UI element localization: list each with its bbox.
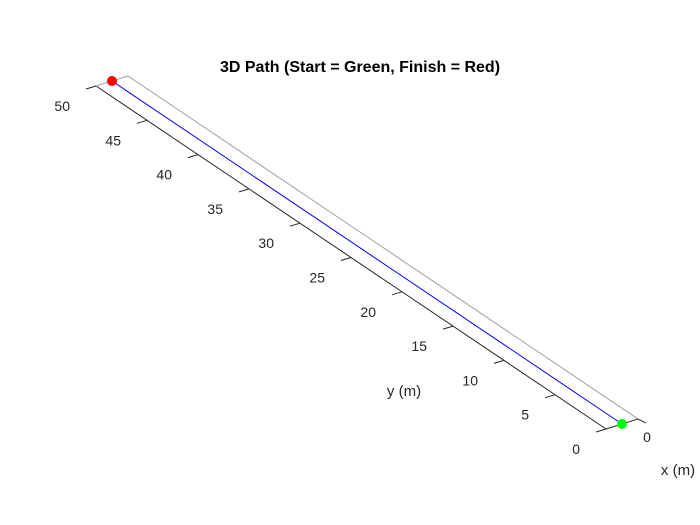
y-tick-mark <box>238 188 250 193</box>
y-tick-label: 40 <box>156 167 172 183</box>
path-series-line <box>111 80 623 425</box>
y-tick-label: 20 <box>360 304 376 320</box>
y-tick-label: 10 <box>462 372 478 388</box>
y-tick-mark <box>289 222 301 227</box>
y-tick-mark <box>136 119 148 124</box>
y-tick-mark <box>493 359 505 364</box>
axis-ticks: 0 5 10 15 20 25 30 35 40 45 50 0 <box>54 85 651 457</box>
x-tick-label: 0 <box>643 429 651 445</box>
y-tick-mark <box>595 428 607 433</box>
finish-marker <box>107 76 117 86</box>
y-tick-label: 45 <box>105 132 121 148</box>
y-tick-label: 25 <box>309 270 325 286</box>
y-tick-mark <box>187 154 199 159</box>
box-edge-back <box>127 75 639 420</box>
y-tick-label: 0 <box>572 441 580 457</box>
y-tick-mark <box>85 85 97 90</box>
x-axis-label: x (m) <box>661 462 695 479</box>
x-tick-mark <box>637 418 647 424</box>
y-tick-label: 5 <box>521 407 529 423</box>
y-tick-mark <box>544 394 556 399</box>
y-tick-mark <box>340 257 352 261</box>
y-axis-label: y (m) <box>387 383 421 400</box>
y-tick-mark <box>391 291 403 296</box>
y-tick-label: 50 <box>54 98 70 114</box>
start-marker <box>617 419 627 429</box>
y-tick-label: 30 <box>258 235 274 251</box>
y-tick-label: 15 <box>411 338 427 354</box>
y-tick-label: 35 <box>207 201 223 217</box>
marker-layer <box>107 76 627 429</box>
series-layer <box>111 80 623 425</box>
chart-title: 3D Path (Start = Green, Finish = Red) <box>220 59 500 76</box>
y-tick-mark <box>442 325 454 330</box>
